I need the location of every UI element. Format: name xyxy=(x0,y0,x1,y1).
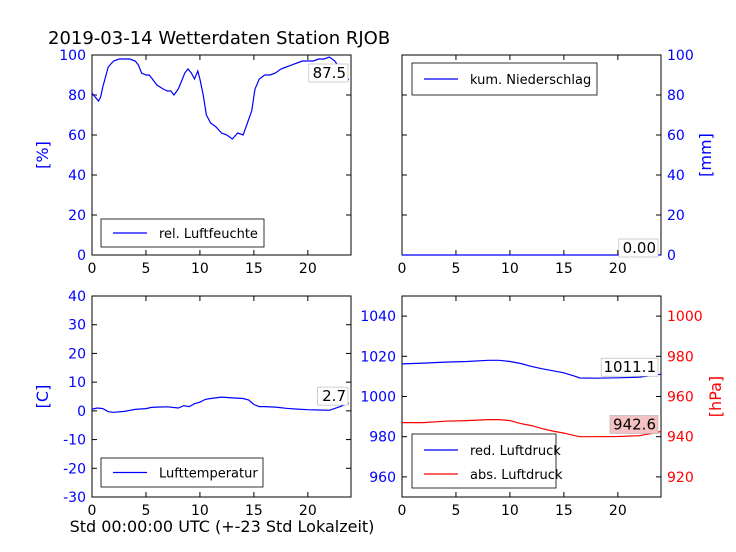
value-annotation: 1011.1 xyxy=(604,358,657,376)
legend-box xyxy=(411,433,557,489)
y-tick-label: 40 xyxy=(68,168,86,184)
y-tick-label: -30 xyxy=(63,490,86,506)
legend-label: red. Luftdruck xyxy=(470,444,561,459)
value-annotation-box xyxy=(600,357,659,377)
x-tick-label: 0 xyxy=(88,503,97,519)
y-tick-label: 0 xyxy=(667,248,676,264)
value-annotation-box xyxy=(609,415,659,434)
y-tick-label-right: 940 xyxy=(667,430,694,446)
legend-label: Lufttemperatur xyxy=(159,467,258,482)
value-annotation: 87.5 xyxy=(313,64,346,82)
y-tick-label: 1000 xyxy=(360,390,396,406)
x-tick-label: 15 xyxy=(245,503,263,519)
panel-precipitation: 0 5 10 15 20 0 20 40 60 80 100 [mm] kum. Niederschla… xyxy=(398,48,715,277)
value-annotation: 942.6 xyxy=(613,415,656,433)
y-tick-label: 0 xyxy=(77,404,86,420)
x-tick-label: 5 xyxy=(141,503,150,519)
value-annotation-box xyxy=(308,63,349,83)
y-axis-label: [hPa] xyxy=(706,376,725,417)
y-tick-label-right: 960 xyxy=(667,390,694,406)
x-tick-label: 0 xyxy=(398,261,407,277)
x-tick-label: 15 xyxy=(555,503,573,519)
y-tick-label: 80 xyxy=(68,88,86,104)
legend-label: kum. Niederschlag xyxy=(470,73,591,88)
panel-humidity: 0 5 10 15 20 0 20 40 60 80 100 [%] rel. Luftfeuchte 8… xyxy=(33,48,352,277)
y-axis-label: [%] xyxy=(33,141,52,169)
plot-frame xyxy=(91,295,352,498)
y-tick-label: 60 xyxy=(68,128,86,144)
y-tick-label: 20 xyxy=(68,208,86,224)
x-tick-label: 20 xyxy=(609,503,627,519)
y-tick-label: 960 xyxy=(369,470,396,486)
y-tick-label: 10 xyxy=(68,375,86,391)
x-tick-label: 20 xyxy=(299,503,317,519)
x-axis-label: Std 00:00:00 UTC (+-23 Std Lokalzeit) xyxy=(70,517,375,536)
legend-label: abs. Luftdruck xyxy=(470,468,563,483)
y-tick-label: 40 xyxy=(68,289,86,305)
chart-title: 2019-03-14 Wetterdaten Station RJOB xyxy=(48,28,390,49)
x-tick-label: 20 xyxy=(299,261,317,277)
x-tick-label: 10 xyxy=(501,261,519,277)
panel-temperature: 0 5 10 15 20 -30 -20 -10 0 10 20 30 40 [C] Lufttempera… xyxy=(33,289,352,519)
value-annotation: 0.00 xyxy=(623,239,656,257)
series-line-pressure-abs xyxy=(402,419,662,438)
value-annotation-box xyxy=(317,386,349,406)
y-tick-label-right: 1000 xyxy=(667,309,703,325)
value-annotation-box xyxy=(618,238,659,258)
y-tick-label: -20 xyxy=(63,461,86,477)
x-tick-label: 5 xyxy=(451,503,460,519)
y-tick-label: 20 xyxy=(68,346,86,362)
y-tick-label: 100 xyxy=(667,48,694,64)
y-tick-label: 0 xyxy=(77,248,86,264)
x-tick-label: 5 xyxy=(451,261,460,277)
y-tick-label: 30 xyxy=(68,318,86,334)
y-tick-label: 60 xyxy=(667,128,685,144)
y-tick-label: 1040 xyxy=(360,309,396,325)
x-tick-label: 0 xyxy=(398,503,407,519)
y-tick-label: 80 xyxy=(667,88,685,104)
x-tick-label: 15 xyxy=(555,261,573,277)
x-tick-label: 10 xyxy=(501,503,519,519)
y-tick-label: 980 xyxy=(369,430,396,446)
series-line-pressure xyxy=(401,359,662,379)
x-tick-label: 10 xyxy=(191,261,209,277)
series-line-temperature xyxy=(91,396,350,413)
y-tick-label: 1020 xyxy=(360,349,396,365)
y-tick-label: 20 xyxy=(667,208,685,224)
series-line-humidity xyxy=(91,56,350,140)
y-axis-label: [C] xyxy=(33,385,52,409)
value-annotation: 2.7 xyxy=(322,387,346,405)
panel-pressure: 0 5 10 15 20 960 980 1000 1020 1040 920 940 960 980 10… xyxy=(360,295,725,519)
y-tick-label: 100 xyxy=(59,48,86,64)
y-tick-label: -10 xyxy=(63,433,86,449)
y-axis-label: [mm] xyxy=(696,133,715,177)
x-tick-label: 5 xyxy=(141,261,150,277)
x-tick-label: 0 xyxy=(88,261,97,277)
legend-label: rel. Luftfeuchte xyxy=(159,227,258,242)
x-tick-label: 10 xyxy=(191,503,209,519)
x-tick-label: 20 xyxy=(609,261,627,277)
y-tick-label: 40 xyxy=(667,168,685,184)
y-tick-label-right: 980 xyxy=(667,349,694,365)
y-tick-label-right: 920 xyxy=(667,470,694,486)
plot-frame xyxy=(91,54,352,256)
x-tick-label: 15 xyxy=(245,261,263,277)
